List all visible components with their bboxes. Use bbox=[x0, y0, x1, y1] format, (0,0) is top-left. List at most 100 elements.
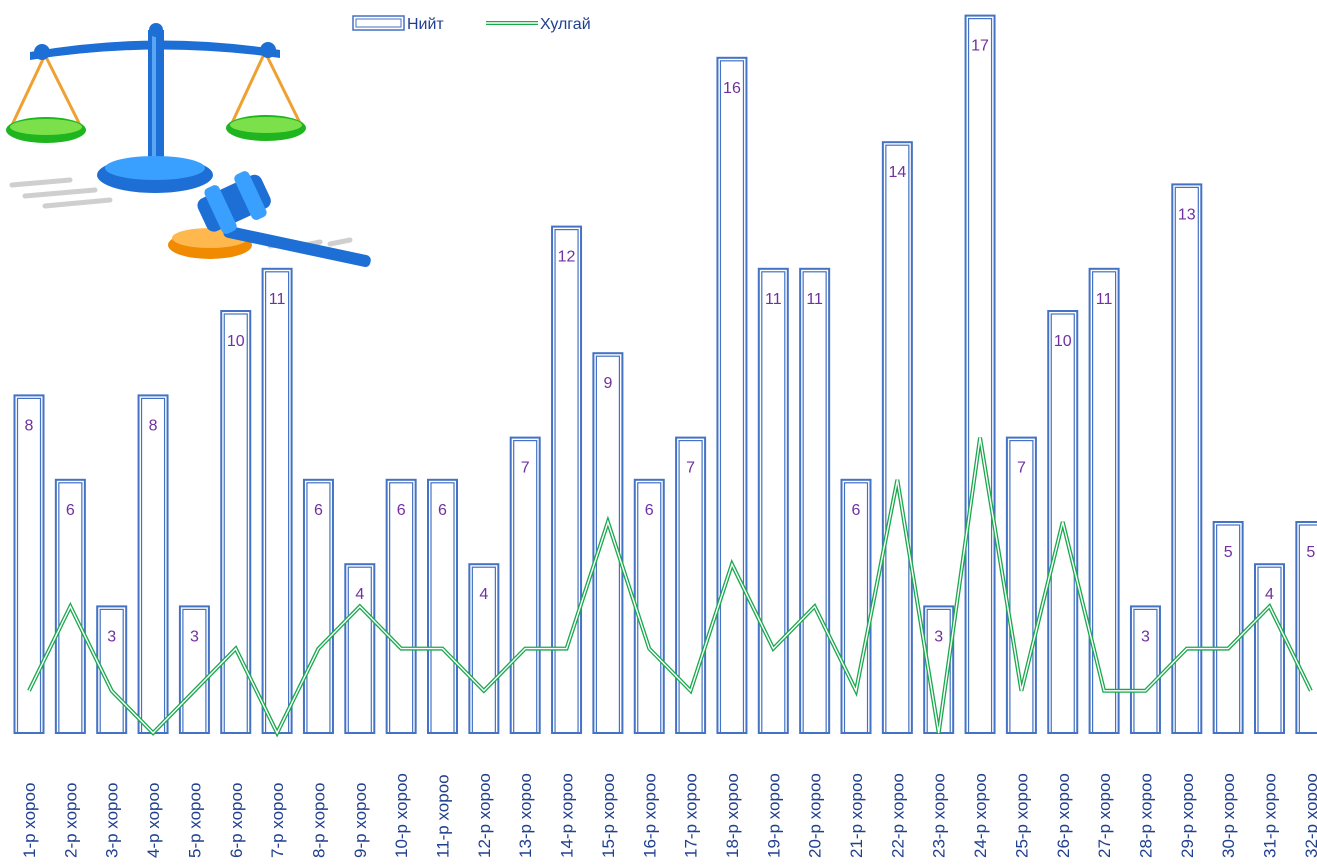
x-tick-label: 31-р хороо bbox=[1261, 773, 1280, 858]
bar-inner-outline bbox=[554, 229, 579, 734]
bar: 11 bbox=[757, 267, 789, 734]
x-tick-label: 15-р хороо bbox=[599, 773, 618, 858]
bar: 9 bbox=[592, 352, 624, 734]
bar: 4 bbox=[344, 563, 376, 735]
bar: 8 bbox=[13, 394, 45, 734]
x-tick-label: 2-р хороо bbox=[61, 783, 80, 858]
bar-inner-outline bbox=[182, 608, 207, 734]
bar: 4 bbox=[1254, 563, 1285, 735]
x-tick-label: 30-р хороо bbox=[1219, 773, 1238, 858]
bar-value-label: 10 bbox=[1054, 333, 1072, 350]
bar-value-label: 8 bbox=[149, 417, 158, 434]
bar-inner-outline bbox=[595, 355, 621, 734]
bar-value-label: 6 bbox=[397, 502, 406, 519]
bar-outline bbox=[799, 267, 831, 734]
x-tick-label: 22-р хороо bbox=[888, 773, 907, 858]
bar: 11 bbox=[261, 267, 293, 734]
bar: 7 bbox=[1005, 436, 1037, 734]
bar-inner-outline bbox=[1009, 440, 1034, 734]
x-tick-label: 11-р хороо bbox=[434, 774, 453, 858]
bar-value-label: 3 bbox=[1141, 628, 1150, 645]
bar-value-label: 11 bbox=[806, 291, 823, 308]
bar-inner-outline bbox=[1257, 566, 1282, 734]
bar-value-label: 3 bbox=[190, 628, 199, 645]
bar: 6 bbox=[427, 478, 458, 734]
x-tick-label: 24-р хороо bbox=[971, 773, 990, 858]
bar-value-label: 9 bbox=[603, 375, 612, 392]
bar-inner-outline bbox=[885, 144, 910, 734]
bar-value-label: 7 bbox=[1017, 460, 1026, 477]
bar-inner-outline bbox=[802, 271, 827, 734]
line-series-group bbox=[27, 437, 1313, 738]
legend-item-line: Хулгай bbox=[486, 16, 591, 33]
bar-value-label: 7 bbox=[521, 460, 530, 477]
bar-inner-outline bbox=[967, 18, 993, 734]
scales-and-gavel-icon bbox=[6, 23, 371, 267]
x-tick-label: 12-р хороо bbox=[475, 773, 494, 858]
x-tick-label: 14-р хороо bbox=[558, 773, 577, 858]
bar-inner-outline bbox=[719, 60, 745, 734]
bar-inner-outline bbox=[16, 397, 42, 734]
bar: 4 bbox=[468, 563, 500, 735]
bar-outline bbox=[757, 267, 789, 734]
x-tick-label: 23-р хороо bbox=[930, 773, 949, 858]
bar-inner-outline bbox=[637, 482, 662, 734]
bar-inner-outline bbox=[223, 313, 248, 734]
bar: 14 bbox=[881, 141, 913, 734]
x-tick-label: 17-р хороо bbox=[682, 773, 701, 858]
bar-inner-outline bbox=[140, 397, 166, 734]
bar: 10 bbox=[1047, 310, 1079, 734]
bar: 16 bbox=[716, 56, 748, 735]
legend-label-bar: Нийт bbox=[407, 16, 444, 33]
legend-item-bar: Нийт bbox=[352, 15, 444, 33]
x-tick-label: 25-р хороо bbox=[1012, 773, 1031, 858]
bar-value-label: 3 bbox=[934, 628, 943, 645]
x-tick-label: 13-р хороо bbox=[516, 773, 535, 858]
bar-value-label: 12 bbox=[558, 249, 576, 266]
bar: 7 bbox=[675, 436, 707, 734]
bar-value-label: 3 bbox=[107, 628, 116, 645]
x-tick-label: 28-р хороо bbox=[1136, 773, 1155, 858]
bar-value-label: 6 bbox=[314, 502, 323, 519]
bar-value-label: 4 bbox=[479, 586, 488, 603]
bar-outline bbox=[1129, 605, 1161, 735]
x-axis-ticks: 1-р хороо 2-р хороо 3-р хороо 4-р хороо 5-р … bbox=[20, 773, 1317, 858]
bar-inner-outline bbox=[58, 482, 83, 734]
bar: 6 bbox=[385, 478, 417, 734]
x-tick-label: 4-р хороо bbox=[144, 783, 163, 858]
bar-value-label: 6 bbox=[852, 502, 861, 519]
bar-inner-outline bbox=[1133, 608, 1158, 734]
x-tick-label: 16-р хороо bbox=[640, 773, 659, 858]
bar-outline bbox=[551, 225, 583, 734]
bar-inner-outline bbox=[389, 482, 414, 734]
legend: Нийт Хулгай bbox=[352, 15, 591, 33]
bar-inner-outline bbox=[1174, 186, 1199, 734]
bars-group: 8 6 3 8 3 10 11 6 4 6 6 4 7 12 9 6 7 16 11 11 6 14 3 17 7 10 11 3 13… bbox=[13, 14, 1317, 735]
x-tick-label: 5-р хороо bbox=[185, 783, 204, 858]
legend-label-line: Хулгай bbox=[540, 16, 591, 33]
bar-value-label: 8 bbox=[25, 417, 34, 434]
x-tick-label: 3-р хороо bbox=[103, 783, 122, 858]
bar: 6 bbox=[54, 478, 86, 734]
bar-value-label: 5 bbox=[1224, 544, 1233, 561]
bar: 3 bbox=[178, 605, 210, 735]
bar-value-label: 5 bbox=[1306, 544, 1315, 561]
x-tick-label: 1-р хороо bbox=[20, 783, 39, 858]
bar: 5 bbox=[1295, 521, 1317, 734]
bar-value-label: 14 bbox=[888, 164, 906, 181]
x-tick-label: 20-р хороо bbox=[806, 773, 825, 858]
x-tick-label: 27-р хороо bbox=[1095, 773, 1114, 858]
bar-outline bbox=[964, 14, 996, 735]
bar: 11 bbox=[799, 267, 831, 734]
bar-value-label: 6 bbox=[66, 502, 75, 519]
bar-value-label: 6 bbox=[645, 502, 654, 519]
bar: 10 bbox=[220, 310, 252, 734]
x-tick-label: 9-р хороо bbox=[351, 783, 370, 858]
bar-value-label: 13 bbox=[1178, 206, 1196, 223]
bar: 6 bbox=[302, 478, 334, 734]
bar: 12 bbox=[551, 225, 583, 734]
bar-value-label: 4 bbox=[1265, 586, 1274, 603]
bar-value-label: 10 bbox=[227, 333, 245, 350]
bar: 5 bbox=[1212, 521, 1244, 734]
